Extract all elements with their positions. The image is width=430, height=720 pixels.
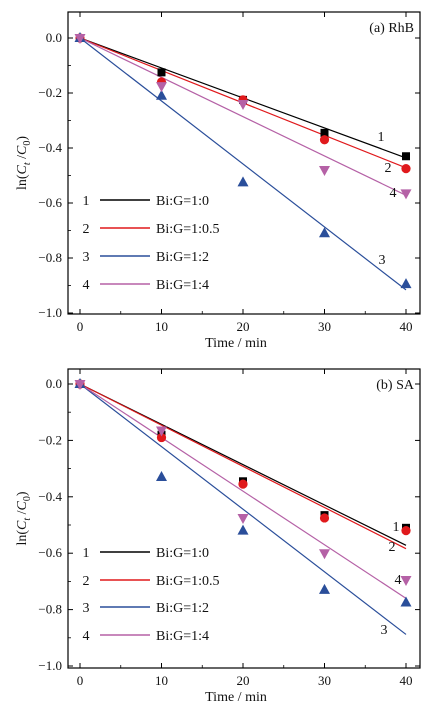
data-point-series-4: [74, 380, 86, 390]
data-point-series-4: [156, 426, 167, 437]
data-point-series-2: [401, 164, 411, 174]
x-tick-label: 10: [155, 673, 168, 688]
y-tick-label: −1.0: [38, 658, 62, 673]
data-point-series-4: [237, 100, 249, 110]
data-point-series-3: [237, 176, 249, 187]
y-tick-label: −0.2: [38, 85, 62, 100]
x-tick-label: 40: [400, 673, 413, 688]
plot-frame: [67, 11, 421, 315]
data-point-series-3: [400, 278, 412, 289]
data-point-series-4: [319, 549, 330, 560]
data-point-series-3: [156, 471, 167, 482]
data-point-series-3: [319, 227, 330, 238]
legend-number: 1: [83, 546, 90, 561]
data-point-series-4: [237, 513, 249, 524]
legend-label: Bi:G=1:2: [156, 250, 209, 265]
panel-title: (b) SA: [376, 378, 415, 393]
data-point-series-2: [156, 432, 167, 443]
y-axis-label: ln(Ct /C0): [15, 491, 33, 545]
curve-label-1: 1: [378, 130, 385, 145]
data-point-series-2: [319, 513, 330, 523]
data-point-series-4: [400, 189, 412, 200]
data-point-series-2: [319, 135, 330, 145]
curve-label-3: 3: [381, 623, 388, 638]
fit-line-series-3: [79, 383, 407, 635]
data-point-series-3: [400, 596, 412, 607]
curve-label-2: 2: [385, 161, 392, 176]
legend-number: 1: [83, 194, 90, 209]
x-tick-label: 0: [77, 319, 84, 334]
curve-label-1: 1: [393, 520, 400, 535]
y-tick-label: −0.8: [38, 250, 62, 265]
data-point-series-4: [400, 575, 412, 586]
y-tick-label: −1.0: [38, 305, 62, 320]
curve-label-3: 3: [379, 253, 386, 268]
legend-label: Bi:G=1:0: [156, 194, 209, 209]
x-tick-label: 0: [77, 673, 84, 688]
legend-number: 4: [83, 629, 90, 644]
x-tick-label: 30: [318, 673, 331, 688]
x-tick-label: 10: [155, 319, 168, 334]
y-tick-label: 0.0: [46, 30, 62, 45]
x-tick-label: 20: [237, 319, 250, 334]
x-axis-label: Time / min: [205, 336, 267, 351]
data-point-series-4: [156, 82, 167, 93]
data-point-series-3: [156, 89, 167, 100]
legend-number: 2: [83, 574, 90, 589]
data-point-series-3: [237, 524, 249, 535]
data-point-series-1: [157, 68, 166, 77]
y-tick-label: −0.4: [38, 489, 62, 504]
data-point-series-1: [402, 152, 410, 161]
chart-panel-b: 0 10 20 30 40 0.0 −0.2 −0.4 −0.6 −0.8 −1.0 Time / m…: [15, 368, 421, 705]
x-tick-label: 40: [400, 319, 413, 334]
x-axis-label: Time / min: [205, 690, 267, 705]
data-point-series-4: [319, 166, 330, 176]
y-tick-label: −0.6: [38, 545, 62, 560]
curve-label-2: 2: [389, 540, 396, 555]
fit-line-series-4: [79, 383, 407, 599]
y-tick-label: 0.0: [46, 376, 62, 391]
legend-label: Bi:G=1:4: [156, 278, 209, 293]
legend: 1 Bi:G=1:0 2 Bi:G=1:0.5 3 Bi:G=1:2 4 Bi:G=1:4: [83, 194, 220, 293]
panel-title: (a) RhB: [369, 21, 414, 36]
legend-label: Bi:G=1:0: [156, 546, 209, 561]
legend: 1 Bi:G=1:0 2 Bi:G=1:0.5 3 Bi:G=1:2 4 Bi:G=1:4: [83, 546, 220, 644]
y-tick-label: −0.2: [38, 432, 62, 447]
x-tick-label: 30: [318, 319, 331, 334]
legend-label: Bi:G=1:4: [156, 629, 209, 644]
data-point-series-3: [319, 583, 330, 594]
curve-label-4: 4: [390, 186, 397, 201]
legend-label: Bi:G=1:2: [156, 601, 209, 616]
y-tick-label: −0.4: [38, 140, 62, 155]
plot-frame: [67, 368, 421, 669]
data-point-series-1: [320, 128, 329, 137]
legend-number: 3: [83, 250, 90, 265]
x-tick-label: 20: [237, 673, 250, 688]
fit-line-series-4: [79, 37, 407, 196]
y-tick-label: −0.6: [38, 195, 62, 210]
legend-number: 4: [83, 278, 90, 293]
y-axis-label: ln(Ct /C0): [15, 136, 33, 190]
legend-number: 2: [83, 222, 90, 237]
legend-number: 3: [83, 601, 90, 616]
data-point-series-2: [401, 526, 411, 536]
data-point-series-4: [74, 34, 86, 44]
curve-label-4: 4: [395, 573, 402, 588]
data-point-series-2: [238, 479, 248, 489]
fit-line-series-3: [79, 37, 407, 291]
chart-panel-a: 0 10 20 30 40 0.0 −0.2 −0.4 −0.6 −0.8 −1.0 Time / m…: [15, 11, 421, 351]
y-tick-label: −0.8: [38, 602, 62, 617]
legend-label: Bi:G=1:0.5: [156, 222, 220, 237]
fit-line-series-2: [79, 383, 407, 550]
legend-label: Bi:G=1:0.5: [156, 574, 220, 589]
